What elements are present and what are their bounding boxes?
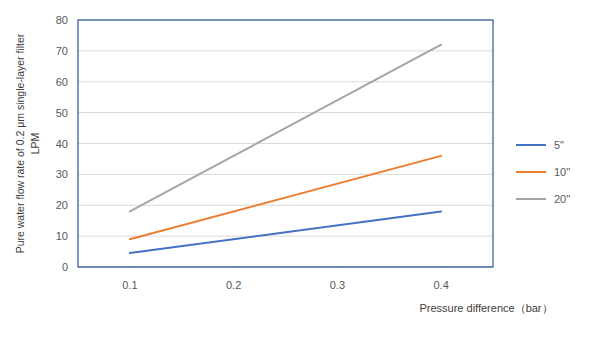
legend-swatch [516,171,546,173]
y-axis-label: Pure water flow rate of 0.2 μm single-la… [14,33,26,253]
y-tick-label: 0 [62,261,68,273]
series-line [130,156,441,239]
legend-label: 10" [554,166,570,178]
y-tick-label: 80 [56,14,68,26]
series-group [130,45,441,253]
legend-label: 5" [554,139,564,151]
y-axis-label: LPM [29,133,41,155]
y-tick-label: 70 [56,45,68,57]
y-tick-label: 50 [56,107,68,119]
legend-label: 20" [554,193,570,205]
y-tick-label: 40 [56,138,68,150]
chart: 0 10 20 30 40 50 60 70 80 0.1 0.2 0.3 0.4 5" 10" 20" Pre… [0,0,599,343]
x-tick-label: 0.1 [122,279,137,291]
x-tick-label: 0.4 [433,279,448,291]
legend-swatch [516,144,546,146]
x-axis-label: Pressure difference（bar） [419,302,552,314]
series-line [130,211,441,253]
x-tick-label: 0.3 [330,279,345,291]
grid-line [78,112,493,113]
y-tick-label: 20 [56,199,68,211]
series-line [130,45,441,212]
grid-line [78,174,493,175]
grid-line [78,81,493,82]
grid-line [78,143,493,144]
y-tick-label: 60 [56,76,68,88]
legend-swatch [516,198,546,200]
x-tick-label: 0.2 [226,279,241,291]
y-tick-label: 30 [56,168,68,180]
plot-frame [78,20,493,267]
y-tick-label: 10 [56,230,68,242]
